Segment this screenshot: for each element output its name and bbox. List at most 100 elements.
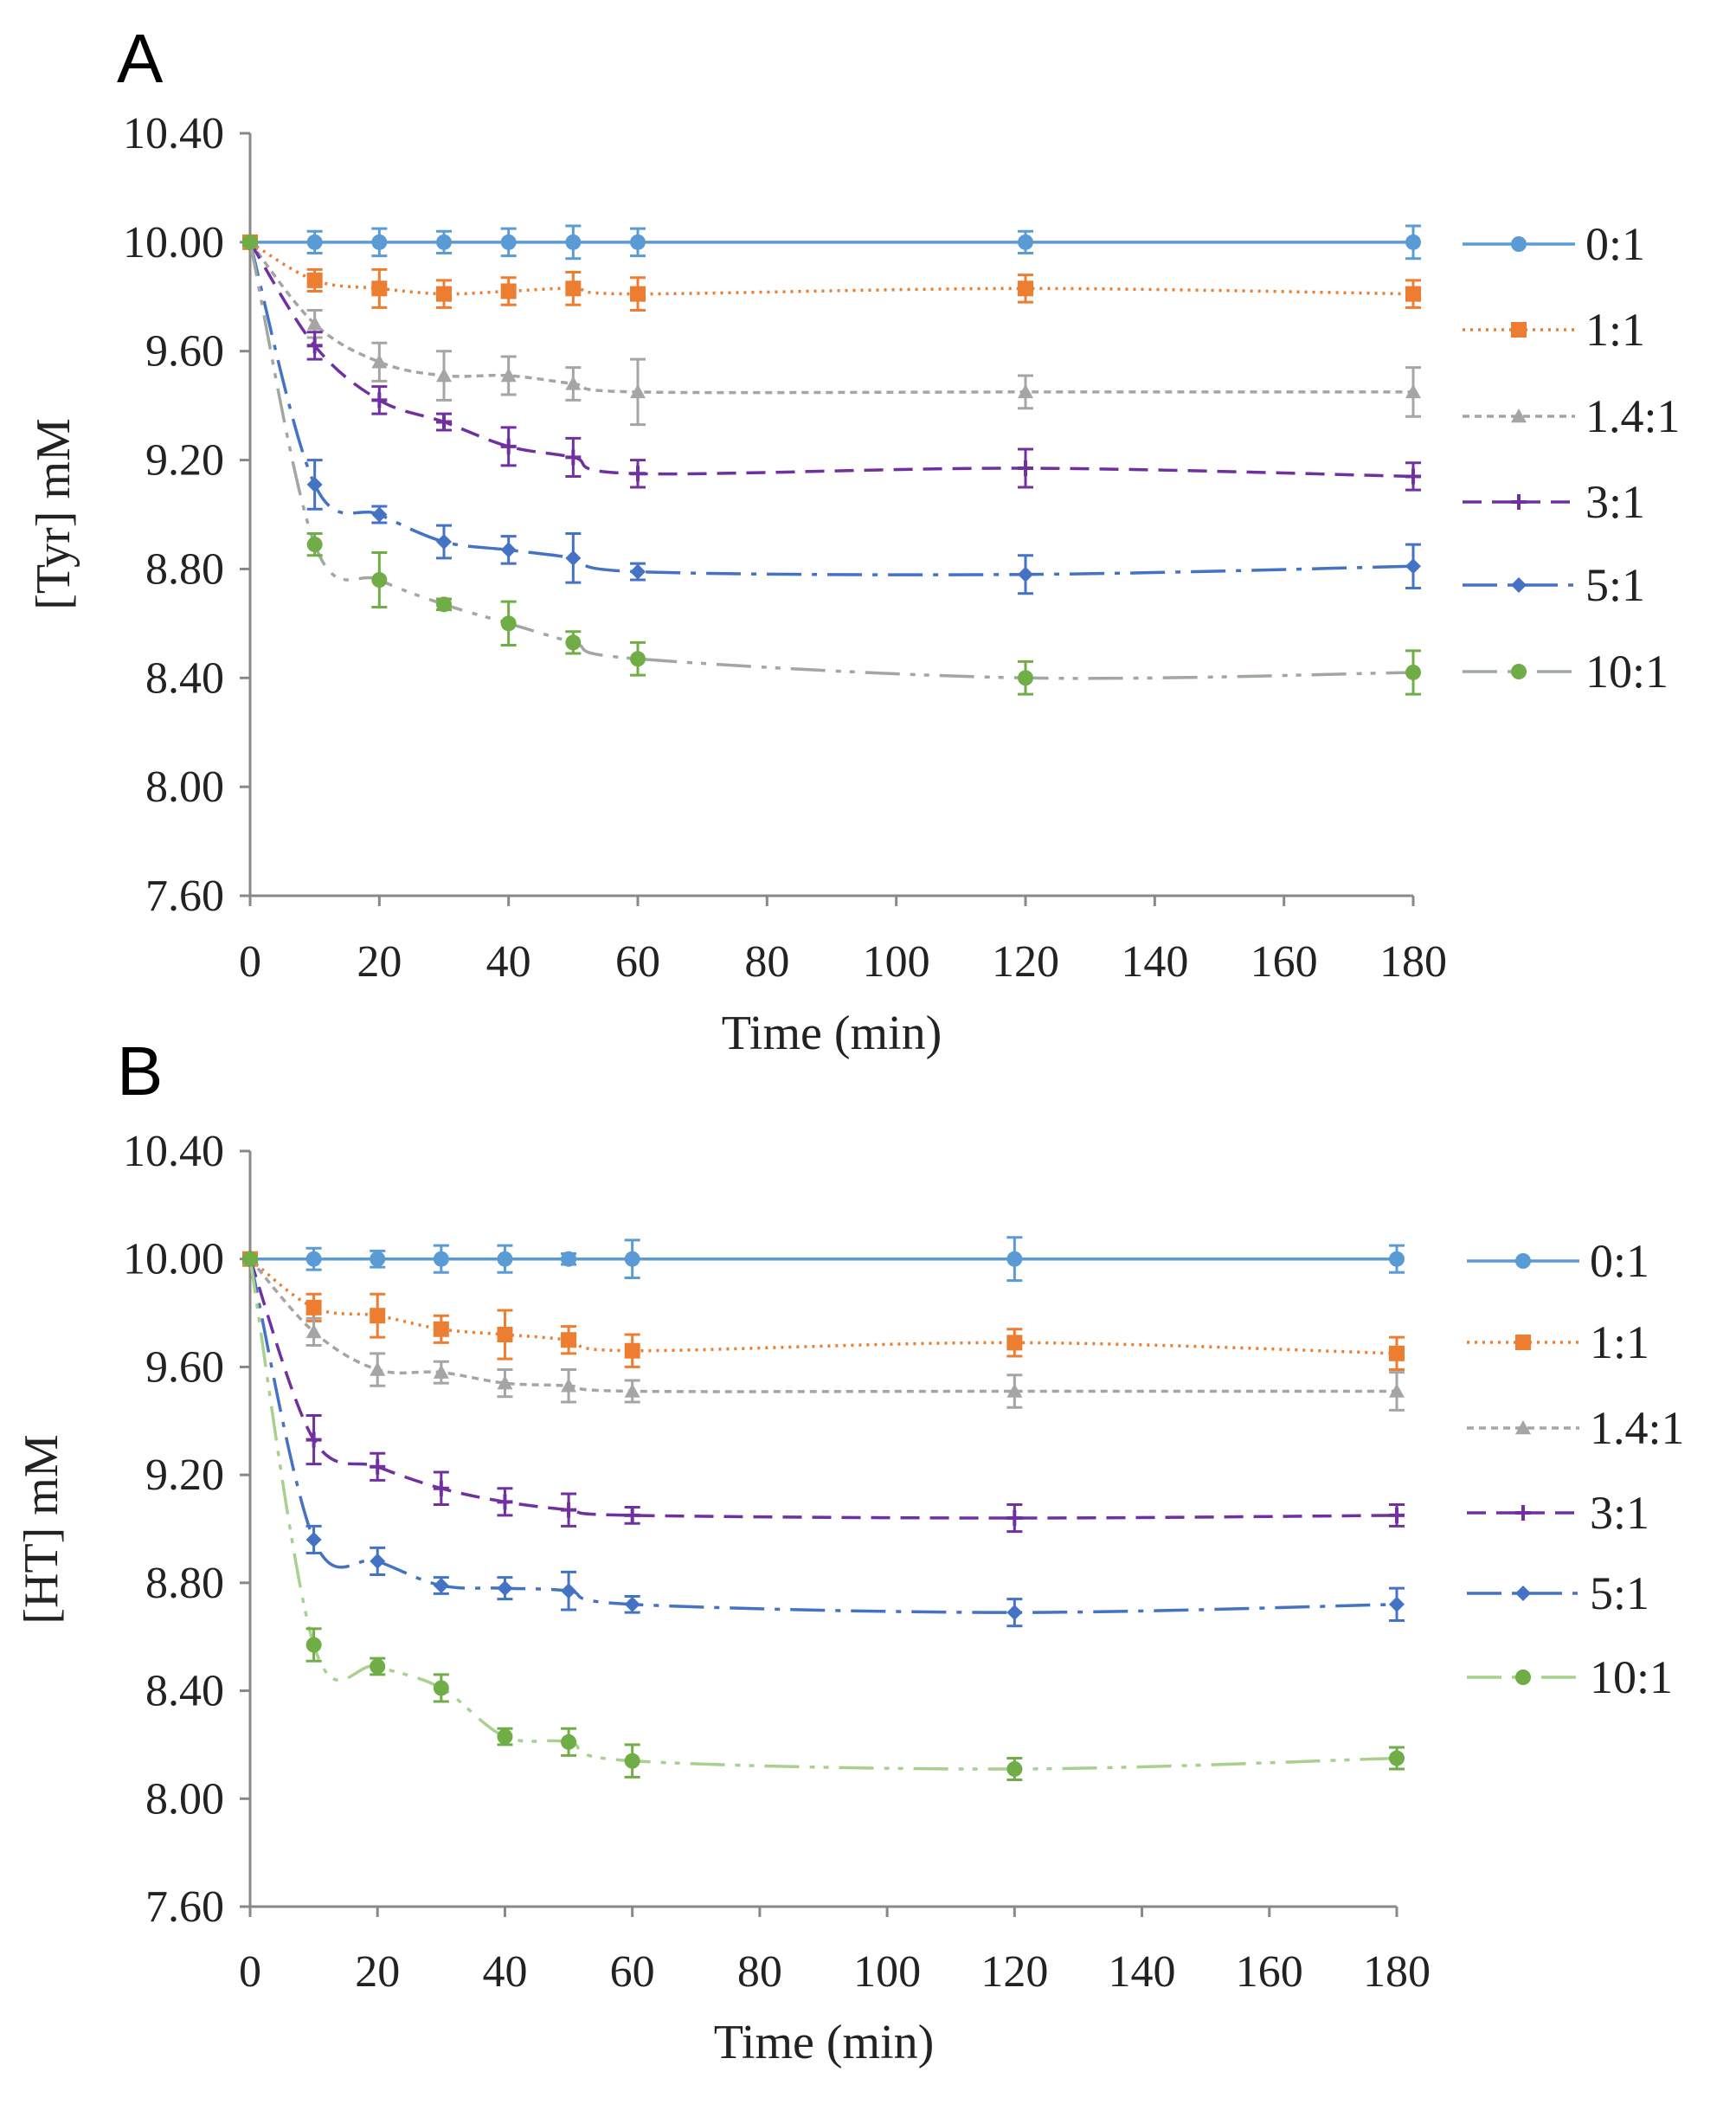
marker-triangle [306,316,323,331]
y-axis-title-a: [Tyr] mM [27,418,80,610]
x-tick-label: 80 [737,1947,782,1997]
marker-square [1515,1335,1531,1350]
marker-circle [306,537,323,553]
marker-circle [306,234,323,250]
series-line [248,241,1413,395]
x-tick-label: 20 [355,1947,400,1997]
marker-circle [561,1251,577,1267]
y-tick-label: 8.00 [145,1774,224,1824]
marker-diamond [433,1577,449,1593]
axes: 7.60 8.00 8.40 8.80 9.20 9.60 10.00 10.40 0 20 40 6… [123,1127,1431,1997]
legend-item: 1:1 [1463,304,1645,356]
marker-square [433,1321,449,1337]
marker-square [565,280,582,297]
marker-diamond [500,542,517,558]
series-line [248,1258,1398,1771]
marker-circle [1006,1760,1023,1777]
marker-plus [1018,460,1033,477]
marker-circle [1389,1750,1405,1766]
marker-diamond [561,1583,577,1599]
marker-triangle [1006,1383,1023,1398]
marker-triangle [371,354,388,369]
legend-label: 1:1 [1585,304,1645,356]
y-tick-label: 9.20 [145,1451,224,1500]
legend-label: 1.4:1 [1590,1402,1685,1454]
series-1-4-1 [242,1251,1405,1412]
marker-triangle [500,368,517,383]
series-line [248,1258,1398,1520]
legend-label: 0:1 [1590,1235,1649,1287]
y-tick-label: 7.60 [145,872,224,921]
y-tick-label: 8.40 [145,653,224,703]
x-tick-label: 20 [357,937,402,987]
marker-circle [433,1251,449,1267]
marker-triangle [433,1364,449,1379]
x-tick-label: 120 [981,1947,1048,1997]
series-line [248,241,1414,576]
series-1-4-1 [242,234,1421,427]
marker-triangle [436,368,452,383]
legend-label: 0:1 [1585,218,1645,270]
series-line [248,241,1414,680]
marker-triangle [305,1323,322,1339]
x-axis-title-b: Time (min) [714,2016,935,2069]
legend-label: 10:1 [1585,646,1668,698]
y-tick-label: 8.80 [145,544,224,594]
legend-item: 3:1 [1467,1487,1649,1539]
marker-plus [306,338,323,354]
marker-plus [370,1458,386,1475]
marker-square [500,283,517,299]
y-tick-label: 8.00 [145,762,224,812]
series-0-1 [242,224,1421,261]
marker-square [1006,1335,1023,1351]
marker-diamond [370,1553,386,1569]
marker-plus [630,466,646,482]
x-tick-label: 120 [992,937,1059,987]
legend-item: 1.4:1 [1467,1402,1685,1454]
marker-circle [305,1637,322,1653]
legend-label: 10:1 [1590,1651,1673,1703]
marker-square [1389,1345,1405,1361]
marker-circle [370,1658,386,1675]
x-tick-label: 100 [853,1947,921,1997]
x-tick-label: 60 [610,1947,655,1997]
marker-plus [371,392,388,408]
marker-plus [436,414,452,430]
marker-triangle [1511,408,1527,423]
chart-panel-b: B Time (min) [HT] mM 7.60 8.00 8.40 8.80 9.2… [15,1032,1685,2069]
marker-diamond [305,1531,322,1547]
marker-diamond [371,506,388,523]
marker-triangle [1018,383,1033,399]
marker-circle [1511,236,1527,252]
marker-square [370,1308,386,1324]
marker-diamond [565,550,582,566]
marker-circle [624,1251,640,1267]
marker-circle [497,1251,513,1267]
axes: 7.60 8.00 8.40 8.80 9.20 9.60 10.00 10.40 0 20 40 6… [123,109,1447,987]
marker-circle [371,234,388,250]
marker-triangle [497,1375,513,1390]
marker-circle [433,1680,449,1696]
x-tick-label: 180 [1363,1947,1431,1997]
legend-label: 5:1 [1585,559,1645,611]
series-line [248,1258,1398,1355]
marker-diamond [306,476,323,492]
y-tick-label: 10.00 [123,218,224,267]
x-tick-label: 160 [1236,1947,1303,1997]
marker-diamond [630,563,646,580]
x-tick-label: 140 [1109,1947,1176,1997]
x-tick-label: 160 [1251,937,1318,987]
marker-circle [1405,234,1421,250]
marker-plus [497,1494,513,1510]
marker-square [436,286,452,302]
marker-circle [1405,664,1421,680]
x-tick-label: 80 [744,937,789,987]
marker-circle [436,234,452,250]
marker-square [630,286,646,302]
chart-panel-a: A Time (min) [Tyr] mM 7.60 8.00 8.40 8.80 9.… [27,20,1681,1060]
marker-diamond [436,533,452,550]
series-10-1 [242,234,1421,696]
series-3-1 [242,234,1421,492]
marker-circle [242,1251,258,1267]
